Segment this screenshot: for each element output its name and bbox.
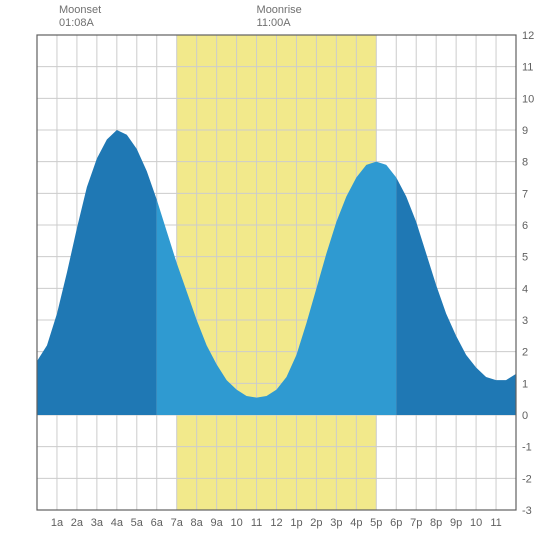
moonrise-time: 11:00A — [257, 17, 291, 29]
svg-text:1a: 1a — [51, 517, 64, 529]
svg-text:7p: 7p — [410, 517, 422, 529]
svg-text:11: 11 — [490, 517, 501, 529]
svg-text:2a: 2a — [71, 517, 84, 529]
svg-text:5: 5 — [522, 252, 528, 264]
svg-text:3: 3 — [522, 315, 528, 327]
top-annotations: Moonset 01:08A Moonrise 11:00A — [0, 4, 550, 34]
tide-chart: Moonset 01:08A Moonrise 11:00A -3-2-1012… — [0, 0, 550, 550]
svg-text:2p: 2p — [310, 517, 322, 529]
svg-text:8: 8 — [522, 157, 528, 169]
moonset-label: Moonset 01:08A — [59, 4, 101, 30]
moonrise-title: Moonrise — [257, 4, 302, 16]
svg-text:7a: 7a — [171, 517, 184, 529]
chart-svg: -3-2-101234567891011121a2a3a4a5a6a7a8a9a… — [0, 0, 550, 550]
svg-text:2: 2 — [522, 347, 528, 359]
svg-text:9p: 9p — [450, 517, 462, 529]
svg-text:12: 12 — [270, 517, 282, 529]
svg-text:10: 10 — [522, 93, 534, 105]
svg-text:-2: -2 — [522, 473, 532, 485]
svg-text:11: 11 — [522, 62, 533, 74]
svg-text:11: 11 — [251, 517, 262, 529]
svg-text:8p: 8p — [430, 517, 442, 529]
svg-text:1: 1 — [522, 378, 528, 390]
svg-text:3a: 3a — [91, 517, 104, 529]
svg-text:4p: 4p — [350, 517, 362, 529]
svg-text:7: 7 — [522, 188, 528, 200]
svg-text:4a: 4a — [111, 517, 124, 529]
svg-text:-1: -1 — [522, 442, 532, 454]
moonset-time: 01:08A — [59, 17, 94, 29]
svg-text:10: 10 — [230, 517, 242, 529]
svg-text:-3: -3 — [522, 505, 532, 517]
svg-text:4: 4 — [522, 283, 528, 295]
svg-text:8a: 8a — [191, 517, 204, 529]
svg-text:6: 6 — [522, 220, 528, 232]
svg-text:5a: 5a — [131, 517, 144, 529]
moonrise-label: Moonrise 11:00A — [257, 4, 302, 30]
svg-text:9a: 9a — [211, 517, 224, 529]
moonset-title: Moonset — [59, 4, 101, 16]
svg-text:1p: 1p — [290, 517, 302, 529]
svg-text:10: 10 — [470, 517, 482, 529]
svg-text:5p: 5p — [370, 517, 382, 529]
svg-text:6a: 6a — [151, 517, 164, 529]
svg-text:3p: 3p — [330, 517, 342, 529]
svg-text:6p: 6p — [390, 517, 402, 529]
svg-text:0: 0 — [522, 410, 528, 422]
svg-text:9: 9 — [522, 125, 528, 137]
